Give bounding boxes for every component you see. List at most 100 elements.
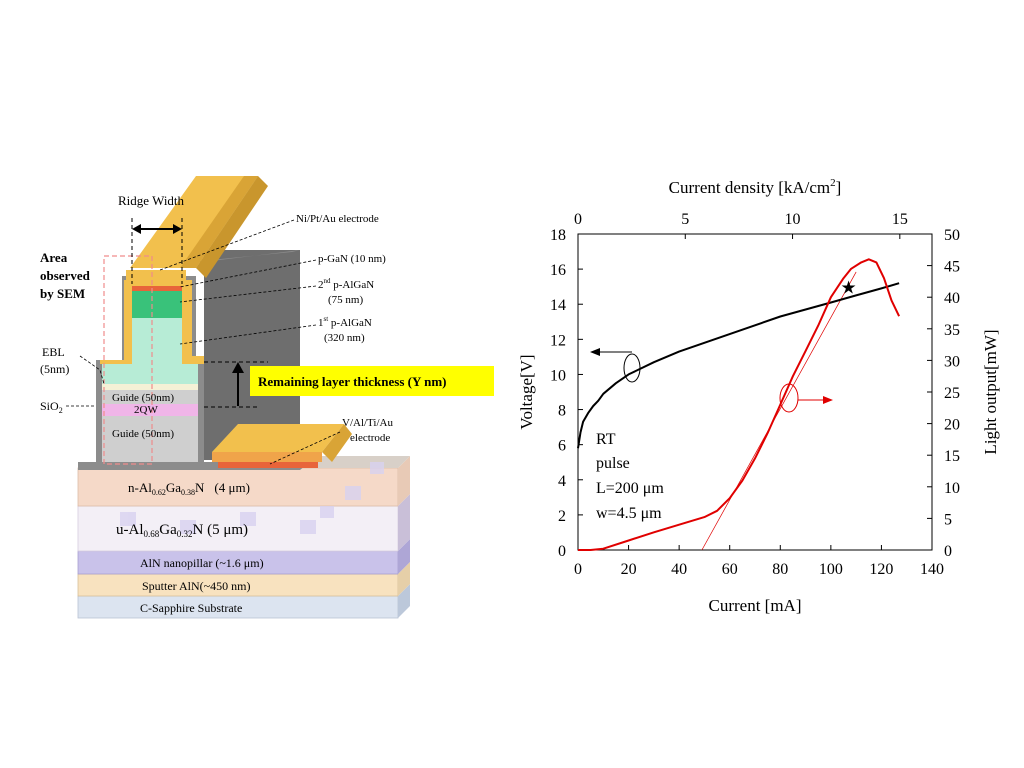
svg-text:by SEM: by SEM: [40, 286, 85, 301]
y-right-tick-label: 35: [944, 322, 960, 339]
p2-algan-thickness: (75 nm): [328, 294, 363, 306]
svg-text:pulse: pulse: [596, 455, 630, 472]
qw-label: 2QW: [134, 404, 158, 416]
svg-text:L=200 μm: L=200 μm: [596, 480, 664, 497]
bottom-electrode-side: [322, 424, 352, 462]
ridge-width-label: Ridge Width: [118, 193, 185, 208]
y-left-axis-ticks: 0 2 4 6 8 10 12 14 16 18: [550, 227, 583, 560]
p-gan-label: p-GaN (10 nm): [318, 253, 386, 265]
sem-area-box: [103, 255, 153, 465]
top-electrode-leader: [159, 219, 295, 271]
bottom-electrode-label: V/Al/Ti/Au: [342, 417, 393, 429]
svg-text:w=4.5 μm: w=4.5 μm: [596, 505, 662, 522]
p2-algan-layer: [132, 290, 182, 318]
x-tick-label: 140: [920, 561, 944, 578]
y-left-tick-label: 8: [558, 403, 566, 420]
remaining-label: Remaining layer thickness (Y nm): [258, 374, 447, 389]
svg-text:observed: observed: [40, 268, 91, 283]
voltage-indicator-ellipse: [623, 353, 641, 383]
bottom-electrode-contact: [218, 462, 318, 468]
electrode-wrap-right: [182, 280, 204, 364]
light-indicator-ellipse: [779, 383, 799, 413]
p2-algan-label: 2nd p-AlGaN: [318, 277, 374, 291]
y-right-tick-label: 10: [944, 480, 960, 497]
aln-nanopillar-label: AlN nanopillar (~1.6 μm): [140, 556, 264, 570]
y-left-tick-label: 4: [558, 473, 566, 490]
y-right-tick-label: 25: [944, 385, 960, 402]
x-tick-label: 40: [671, 561, 687, 578]
y-right-axis-ticks: 0 5 10 15 20 25 30 35 40 45 50: [927, 227, 960, 560]
threshold-extrapolation-line: [701, 271, 857, 551]
x2-tick-label: 0: [574, 211, 582, 228]
p-gan-layer: [132, 286, 182, 291]
sio2-label: SiO2: [40, 399, 63, 415]
bottom-electrode-leader: [269, 431, 341, 465]
n-algan-label: n-Al0.62Ga0.38N (4 μm): [128, 480, 250, 497]
top-electrode-label: Ni/Pt/Au electrode: [296, 213, 379, 225]
x-tick-label: 120: [869, 561, 893, 578]
sem-label: Area observed by SEM: [40, 250, 91, 301]
svg-text:RT: RT: [596, 431, 616, 448]
plot-frame: [577, 233, 933, 551]
series-layer: ★: [577, 258, 901, 551]
y-right-tick-label: 20: [944, 417, 960, 434]
y-left-tick-label: 18: [550, 227, 566, 244]
x2-axis-label: Current density [kA/cm2]: [669, 177, 842, 197]
qw-layer: [102, 404, 198, 416]
svg-text:Area: Area: [40, 250, 68, 265]
bottom-electrode-label-2: electrode: [350, 432, 390, 444]
x2-tick-label: 15: [892, 211, 908, 228]
voltage-indicator-arrowhead: [590, 348, 600, 356]
ridge-extrusion-side: [180, 176, 258, 268]
x-axis-ticks: 0 20 40 60 80 100 120 140: [574, 545, 944, 578]
p1-algan-layer: [102, 318, 198, 384]
x2-tick-label: 10: [785, 211, 801, 228]
y-left-tick-label: 10: [550, 367, 566, 384]
guide-top-layer: [102, 390, 198, 404]
ridge-extrusion-top: [196, 176, 268, 278]
substrate-side: [398, 584, 410, 618]
remaining-highlight: [250, 366, 494, 396]
y-left-tick-label: 12: [550, 332, 566, 349]
u-algan-side: [398, 494, 410, 551]
y-left-tick-label: 2: [558, 508, 566, 525]
x2-axis-ticks: 0 5 10 15: [574, 211, 908, 239]
y-right-tick-label: 40: [944, 290, 960, 307]
ebl-layer: [102, 384, 198, 390]
y-right-tick-label: 5: [944, 511, 952, 528]
y-left-tick-label: 0: [558, 543, 566, 560]
y-right-tick-label: 50: [944, 227, 960, 244]
y-right-tick-label: 45: [944, 259, 960, 276]
x-axis-label: Current [mA]: [708, 596, 801, 615]
liv-chart: 0 20 40 60 80 100 120 140 0 5 10 15 02468101214161…: [517, 177, 1000, 615]
y-right-tick-label: 30: [944, 353, 960, 370]
guide-top-label: Guide (50nm): [112, 392, 174, 404]
x-tick-label: 80: [772, 561, 788, 578]
x-tick-label: 60: [722, 561, 738, 578]
guide-bottom-label: Guide (50nm): [112, 428, 174, 440]
sputter-aln-label: Sputter AlN(~450 nm): [142, 579, 251, 593]
guide-bottom-layer: [102, 416, 198, 462]
ebl-label: EBL: [42, 345, 65, 359]
conditions-annotation: RT pulse L=200 μm w=4.5 μm: [596, 431, 664, 522]
threshold-star-marker: ★: [840, 278, 856, 298]
top-electrode-front: [126, 270, 186, 286]
light-output-curve: [578, 258, 901, 551]
ridge-width-arrowhead-right: [173, 224, 182, 234]
p1-algan-label: 1st p-AlGaN: [318, 315, 372, 329]
y-left-tick-label: 6: [558, 438, 566, 455]
y-left-tick-label: 16: [550, 262, 566, 279]
electrode-wrap-left: [100, 280, 132, 364]
ridge-width-arrowhead-left: [132, 224, 141, 234]
p1-algan-thickness: (320 nm): [324, 332, 365, 344]
ridge-extrusion: [130, 176, 258, 268]
y-left-axis-label: Voltage[V]: [517, 354, 536, 429]
pillar-blocks: [120, 462, 384, 534]
n-algan-side: [398, 456, 410, 506]
ebl-thickness-label: (5nm): [40, 362, 69, 376]
n-algan-layer: [77, 467, 399, 507]
voltage-curve: [577, 282, 900, 449]
bottom-electrode-front: [212, 452, 322, 462]
substrate-label: C-Sapphire Substrate: [140, 601, 242, 615]
